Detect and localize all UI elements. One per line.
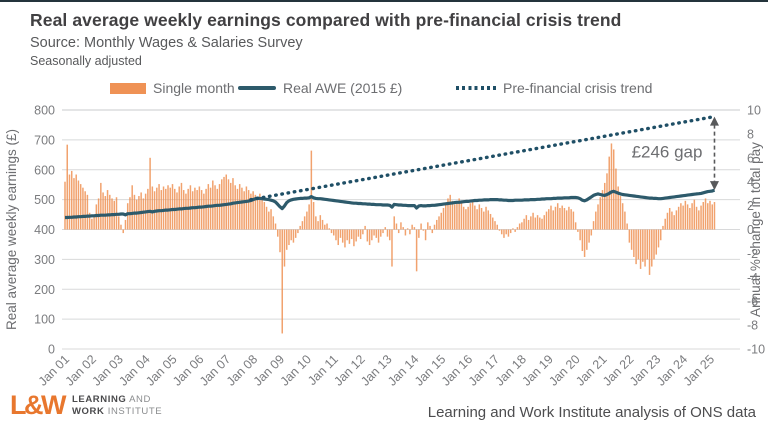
lw-logo-mark: L&W bbox=[10, 390, 66, 420]
page-title: Real average weekly earnings compared wi… bbox=[30, 10, 622, 30]
left-axis-ticks: 0 100 200 300 400 500 600 700 800 bbox=[34, 104, 55, 357]
legend-item-real-awe: Real AWE (2015 £) bbox=[238, 80, 402, 96]
svg-text:600: 600 bbox=[34, 163, 55, 177]
left-axis-title: Real average weekly earnings (£) bbox=[4, 129, 19, 330]
svg-text:500: 500 bbox=[34, 193, 55, 207]
legend-label: Pre-financial crisis trend bbox=[503, 80, 653, 96]
logo-line2-bold: WORK bbox=[71, 405, 105, 417]
source-subtitle: Source: Monthly Wages & Salaries Survey bbox=[30, 35, 303, 51]
svg-text:0: 0 bbox=[747, 223, 754, 237]
svg-text:4: 4 bbox=[747, 175, 754, 189]
logo-line1-light: AND bbox=[126, 393, 151, 405]
legend-label: Single month bbox=[153, 80, 235, 96]
svg-text:-8: -8 bbox=[747, 319, 758, 333]
bar-swatch-icon bbox=[110, 82, 146, 94]
right-axis-ticks: -10 -8 -6 -4 -2 0 2 4 6 8 10 bbox=[747, 104, 765, 357]
svg-text:Jan 25: Jan 25 bbox=[681, 352, 717, 388]
svg-text:6: 6 bbox=[747, 151, 754, 165]
svg-text:-6: -6 bbox=[747, 295, 758, 309]
svg-text:0: 0 bbox=[48, 343, 55, 357]
logo-line1-bold: LEARNING bbox=[71, 393, 127, 405]
legend-item-single-month: Single month bbox=[110, 80, 235, 96]
chart-header: Real average weekly earnings compared wi… bbox=[30, 6, 750, 68]
dotted-line-swatch-icon bbox=[456, 86, 496, 90]
svg-text:-4: -4 bbox=[747, 271, 758, 285]
legend-label: Real AWE (2015 £) bbox=[283, 80, 403, 96]
gap-annotation: £246 gap bbox=[632, 116, 719, 191]
svg-text:300: 300 bbox=[34, 253, 55, 267]
svg-text:-2: -2 bbox=[747, 247, 758, 261]
pre-crisis-trend-line bbox=[249, 114, 717, 202]
real-awe-line bbox=[65, 188, 716, 220]
chart-canvas: 0 100 200 300 400 500 600 700 800 -10 -8 -6 -4 -2 0 2 4 6… bbox=[4, 104, 765, 389]
gap-annotation-label: £246 gap bbox=[632, 142, 703, 161]
svg-text:200: 200 bbox=[34, 283, 55, 297]
svg-text:100: 100 bbox=[34, 313, 55, 327]
svg-text:2: 2 bbox=[747, 199, 754, 213]
window-top-border bbox=[0, 0, 768, 2]
svg-text:800: 800 bbox=[34, 104, 55, 118]
svg-text:Jan 10: Jan 10 bbox=[278, 352, 314, 388]
line-swatch-icon bbox=[238, 86, 276, 90]
lw-logo-text: LEARNING AND WORK INSTITUTE bbox=[72, 394, 162, 418]
svg-text:700: 700 bbox=[34, 133, 55, 147]
attribution-text: Learning and Work Institute analysis of … bbox=[427, 404, 756, 421]
lw-institute-logo: L&W LEARNING AND WORK INSTITUTE bbox=[10, 392, 162, 419]
svg-text:-10: -10 bbox=[747, 343, 765, 357]
legend-item-trend: Pre-financial crisis trend bbox=[456, 80, 652, 96]
logo-line2-light: INSTITUTE bbox=[104, 405, 163, 417]
svg-text:10: 10 bbox=[747, 104, 761, 118]
svg-text:8: 8 bbox=[747, 127, 754, 141]
bar-series-single-month bbox=[64, 143, 716, 334]
seasonally-adjusted-note: Seasonally adjusted bbox=[30, 54, 142, 68]
right-axis-title: Annual % change in total pay bbox=[748, 142, 763, 317]
svg-text:400: 400 bbox=[34, 223, 55, 237]
